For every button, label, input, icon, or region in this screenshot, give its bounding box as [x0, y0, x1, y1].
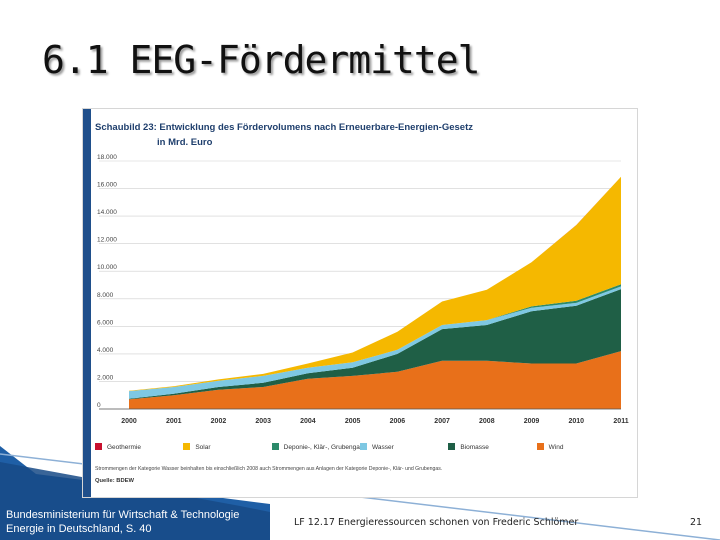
area-chart: 0 2.000 4.000 6.000 8.000 10.000 12.000 14.000 1…	[97, 154, 629, 425]
legend-swatch	[536, 443, 544, 450]
y-tick-label: 18.000	[97, 154, 117, 161]
legend-item: Biomasse	[448, 443, 489, 451]
legend-item: Wind	[536, 443, 564, 451]
x-tick-label: 2008	[479, 418, 495, 425]
footer-citation-line1: Bundesministerium für Wirtschaft & Techn…	[6, 509, 240, 521]
x-tick-label: 2006	[390, 418, 406, 425]
y-tick-label: 14.000	[97, 209, 117, 216]
legend-swatch	[448, 443, 456, 450]
x-tick-label: 2004	[300, 418, 316, 425]
footer-citation: Bundesministerium für Wirtschaft & Techn…	[6, 508, 239, 536]
legend-item: Wasser	[360, 443, 394, 451]
chart-subtitle: in Mrd. Euro	[157, 137, 213, 148]
area-series-solar	[129, 176, 621, 392]
legend-swatch	[360, 443, 367, 450]
chart-legend: Geothermie Solar Deponie-, Klär-, Grubenga…	[95, 443, 625, 455]
x-tick-label: 2007	[434, 418, 450, 425]
legend-swatch	[183, 443, 191, 450]
legend-label: Wasser	[372, 444, 394, 451]
legend-label: Biomasse	[460, 444, 489, 451]
legend-label: Wind	[548, 444, 564, 451]
y-tick-label: 16.000	[97, 182, 117, 189]
legend-label: Deponie-, Klär-, Grubengas	[283, 444, 364, 451]
y-tick-label: 10.000	[97, 264, 117, 271]
y-tick-label: 6.000	[97, 319, 114, 326]
y-tick-label: 2.000	[97, 374, 114, 381]
footer-course-info: LF 12.17 Energieressourcen schonen von F…	[294, 517, 579, 528]
chart-figure: Schaubild 23: Entwicklung des Fördervolu…	[82, 108, 638, 498]
y-tick-label: 0	[97, 402, 101, 409]
slide-title: 6.1 EEG-Fördermittel	[42, 38, 481, 82]
legend-label: Geothermie	[107, 444, 141, 451]
footer-citation-line2: Energie in Deutschland, S. 40	[6, 523, 152, 535]
y-tick-label: 8.000	[97, 292, 114, 299]
x-tick-label: 2000	[121, 418, 137, 425]
footer-dark-shape	[0, 462, 270, 540]
x-tick-label: 2011	[613, 418, 628, 425]
legend-swatch	[271, 443, 279, 450]
chart-title: Schaubild 23: Entwicklung des Fördervolu…	[95, 122, 473, 133]
y-tick-label: 12.000	[97, 237, 117, 244]
x-tick-label: 2003	[255, 418, 271, 425]
figure-accent-bar	[83, 109, 91, 497]
area-series-biomasse	[129, 289, 621, 400]
legend-swatch	[95, 443, 102, 450]
x-tick-label: 2009	[524, 418, 540, 425]
legend-item: Deponie-, Klär-, Grubengas	[271, 443, 364, 451]
chart-footnote: Strommengen der Kategorie Wasser beinhal…	[95, 466, 443, 472]
legend-label: Solar	[195, 444, 211, 451]
x-tick-label: 2005	[345, 418, 361, 425]
area-series-wind	[129, 351, 621, 409]
x-tick-label: 2001	[166, 418, 182, 425]
y-tick-label: 4.000	[97, 347, 114, 354]
chart-source: Quelle: BDEW	[95, 478, 134, 484]
page-number: 21	[690, 517, 703, 528]
x-tick-label: 2010	[568, 418, 584, 425]
x-tick-label: 2002	[211, 418, 227, 425]
area-series-wasser	[129, 286, 621, 399]
legend-item: Solar	[183, 443, 211, 451]
legend-item: Geothermie	[95, 443, 141, 451]
